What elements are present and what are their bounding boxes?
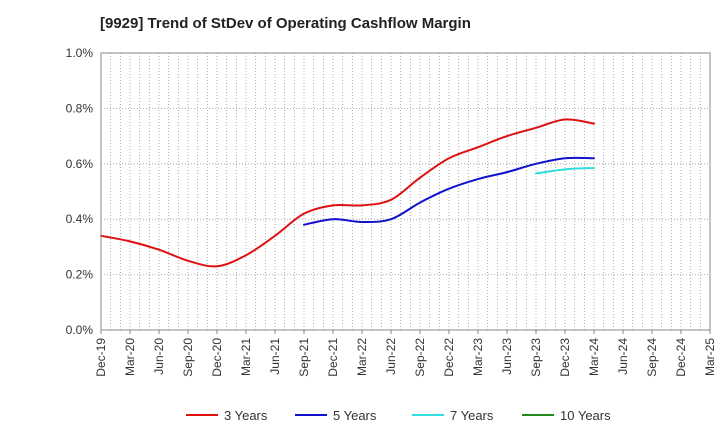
y-tick-label: 1.0% xyxy=(66,46,94,60)
legend-label-7-years: 7 Years xyxy=(450,408,494,423)
x-tick-label: Mar-23 xyxy=(471,338,485,376)
x-tick-label: Jun-21 xyxy=(268,338,282,375)
plot-border xyxy=(100,52,711,331)
x-tick-label: Jun-22 xyxy=(384,338,398,375)
series-line-3-years xyxy=(100,118,595,268)
x-tick-label: Mar-21 xyxy=(239,338,253,376)
y-tick-label: 0.2% xyxy=(66,268,94,282)
x-tick-label: Sep-24 xyxy=(645,338,659,377)
x-tick-label: Sep-22 xyxy=(413,338,427,377)
y-tick-label: 0.4% xyxy=(66,212,94,226)
x-tick-label: Sep-23 xyxy=(529,338,543,377)
legend-label-3-years: 3 Years xyxy=(224,408,268,423)
x-tick-label: Sep-20 xyxy=(181,338,195,377)
y-tick-label: 0.6% xyxy=(66,157,94,171)
x-tick-label: Mar-20 xyxy=(123,338,137,376)
x-tick-label: Sep-21 xyxy=(297,338,311,377)
legend-label-10-years: 10 Years xyxy=(560,408,611,423)
legend-label-5-years: 5 Years xyxy=(333,408,377,423)
x-tick-label: Mar-22 xyxy=(355,338,369,376)
series-layer xyxy=(100,118,595,268)
x-tick-label: Jun-20 xyxy=(152,338,166,375)
legend: 3 Years 5 Years 7 Years 10 Years xyxy=(186,408,611,423)
plot-area xyxy=(101,53,710,330)
y-tick-label: 0.0% xyxy=(66,323,94,337)
x-tick-label: Dec-19 xyxy=(94,338,108,377)
series-line-5-years xyxy=(303,156,595,226)
chart-title: [9929] Trend of StDev of Operating Cashf… xyxy=(100,15,471,32)
x-tick-label: Dec-22 xyxy=(442,338,456,377)
x-tick-label: Mar-25 xyxy=(703,338,717,376)
grid-layer xyxy=(101,53,710,330)
x-tick-label: Dec-20 xyxy=(210,338,224,377)
series-line-7-years xyxy=(535,166,595,175)
x-tick-label: Jun-24 xyxy=(616,338,630,375)
x-tick-label: Dec-21 xyxy=(326,338,340,377)
axis-layer: 0.0% 0.2% 0.4% 0.6% 0.8% 1.0% Dec-19 Mar-20 Jun-… xyxy=(66,46,717,377)
x-tick-label: Dec-23 xyxy=(558,338,572,377)
x-tick-label: Dec-24 xyxy=(674,338,688,377)
x-tick-label: Jun-23 xyxy=(500,338,514,375)
y-tick-label: 0.8% xyxy=(66,101,94,115)
x-tick-label: Mar-24 xyxy=(587,338,601,376)
